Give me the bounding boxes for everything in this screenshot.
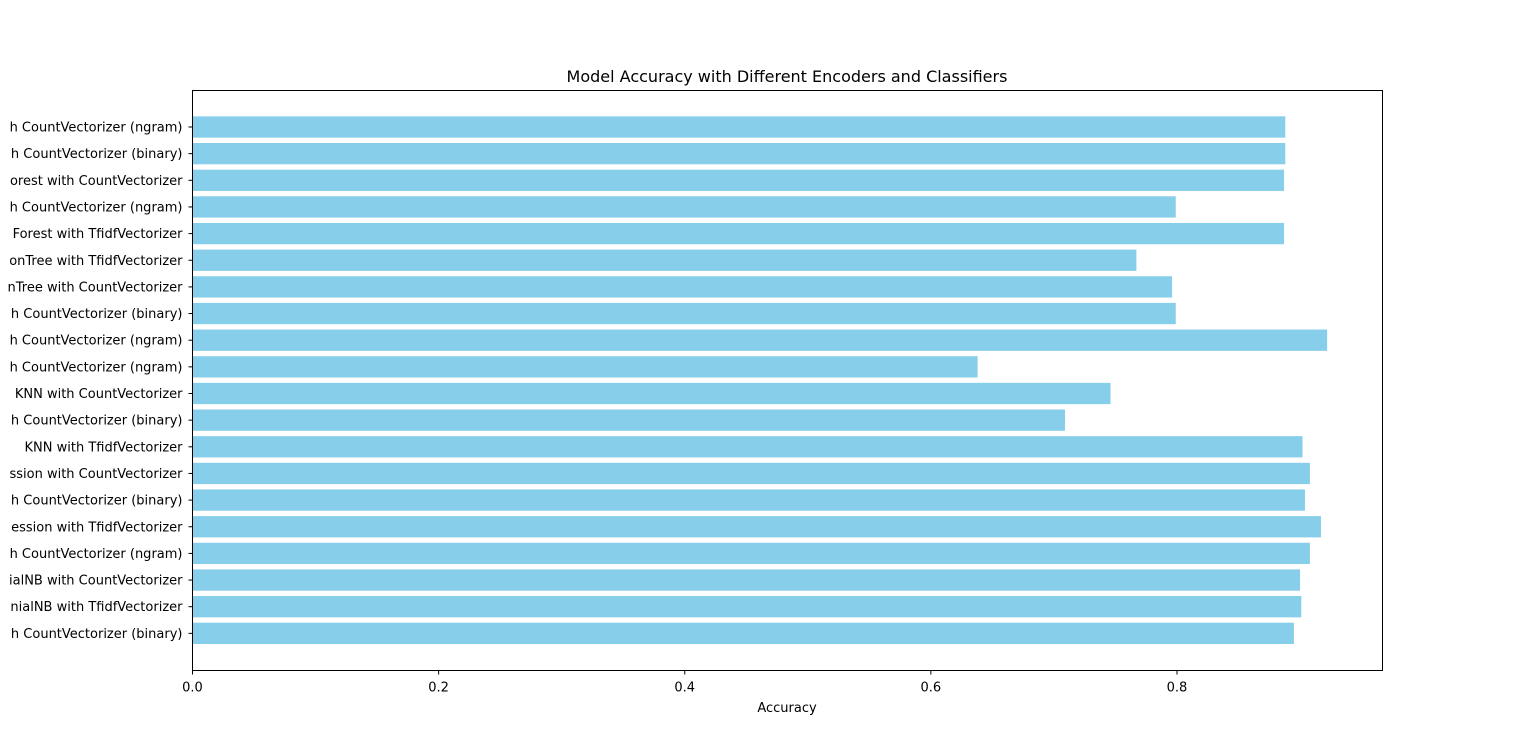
- y-tick-label: h CountVectorizer (ngram): [10, 360, 183, 375]
- x-tick-label: 0.0: [182, 681, 203, 696]
- y-tick-label: nTree with CountVectorizer: [8, 280, 184, 295]
- y-tick-label: h CountVectorizer (ngram): [10, 121, 183, 136]
- bar: [192, 436, 1303, 458]
- y-tick-label: ssion with CountVectorizer: [9, 467, 183, 482]
- chart-title: Model Accuracy with Different Encoders a…: [567, 67, 1008, 86]
- bar: [192, 143, 1286, 165]
- y-tick-label: h CountVectorizer (ngram): [10, 200, 183, 215]
- y-tick-label: h CountVectorizer (binary): [11, 147, 183, 162]
- y-tick-label: h CountVectorizer (ngram): [10, 334, 183, 349]
- bar: [192, 249, 1137, 271]
- x-tick-labels: 0.0 0.2 0.4 0.6 0.8: [182, 670, 1188, 696]
- x-tick-label: 0.4: [674, 681, 695, 696]
- bar: [192, 169, 1285, 191]
- bar: [192, 329, 1328, 351]
- bar: [192, 489, 1305, 511]
- y-tick-labels: h CountVectorizer (ngram) h CountVectoriz…: [8, 121, 193, 642]
- bar: [192, 222, 1285, 245]
- plot-frame: [192, 90, 1383, 671]
- bar: [192, 356, 978, 378]
- x-tick-label: 0.2: [428, 681, 449, 696]
- bar: [192, 569, 1301, 591]
- bar: [192, 409, 1066, 431]
- y-tick-label: h CountVectorizer (binary): [11, 414, 183, 429]
- bar: [192, 196, 1176, 218]
- y-tick-label: h CountVectorizer (binary): [11, 307, 183, 322]
- x-axis-label: Accuracy: [757, 701, 817, 716]
- y-tick-label: KNN with CountVectorizer: [15, 387, 183, 402]
- bar: [192, 276, 1173, 298]
- y-tick-label: h CountVectorizer (binary): [11, 494, 183, 509]
- y-tick-label: onTree with TfidfVectorizer: [9, 254, 183, 269]
- y-tick-label: nialNB with TfidfVectorizer: [10, 600, 183, 615]
- x-tick-label: 0.6: [921, 681, 942, 696]
- bar: [192, 596, 1302, 618]
- y-tick-label: h CountVectorizer (ngram): [10, 547, 183, 562]
- bar: [192, 516, 1321, 538]
- y-tick-label: orest with CountVectorizer: [10, 174, 183, 189]
- bar: [192, 622, 1294, 644]
- y-tick-label: ialNB with CountVectorizer: [9, 574, 183, 589]
- y-tick-label: h CountVectorizer (binary): [11, 627, 183, 642]
- y-tick-label: Forest with TfidfVectorizer: [13, 227, 184, 242]
- bar: [192, 116, 1286, 138]
- bar: [192, 542, 1310, 565]
- bar: [192, 382, 1111, 405]
- y-tick-label: KNN with TfidfVectorizer: [25, 440, 184, 455]
- bars-layer: [192, 116, 1328, 644]
- y-tick-label: ession with TfidfVectorizer: [11, 520, 183, 535]
- x-tick-label: 0.8: [1167, 681, 1188, 696]
- bar: [192, 302, 1176, 325]
- bar: [192, 462, 1310, 485]
